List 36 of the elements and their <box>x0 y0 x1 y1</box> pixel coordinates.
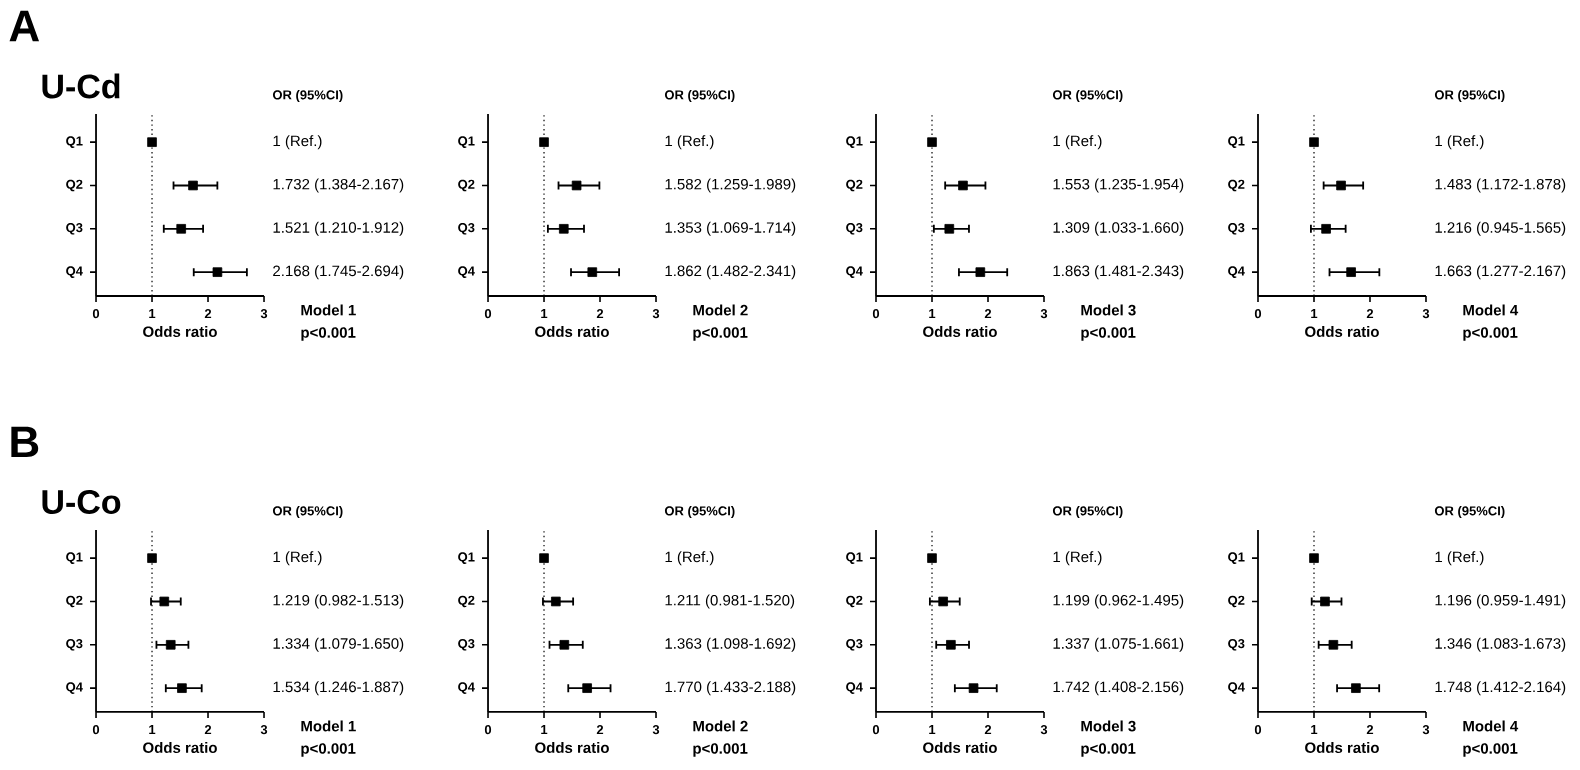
point <box>958 180 968 191</box>
point <box>927 137 937 147</box>
point <box>1351 683 1361 693</box>
point <box>587 267 598 277</box>
chart-title: B <box>11 426 39 458</box>
point <box>559 640 570 650</box>
point <box>968 683 979 693</box>
chart-title: A <box>9 10 40 42</box>
point <box>946 640 956 650</box>
point <box>927 553 937 563</box>
point <box>188 180 198 191</box>
point <box>159 596 170 607</box>
point <box>176 224 186 234</box>
point <box>1309 553 1319 563</box>
chart-subtitle: U-Co <box>42 489 121 515</box>
point <box>165 640 176 650</box>
point <box>177 683 187 693</box>
point <box>147 137 157 147</box>
point <box>1309 137 1319 147</box>
point <box>1328 640 1339 650</box>
point <box>1321 224 1331 234</box>
point <box>975 267 986 277</box>
point <box>1346 267 1356 277</box>
point <box>571 180 582 191</box>
point <box>551 596 561 607</box>
point <box>539 553 549 563</box>
point <box>539 137 549 147</box>
point <box>147 553 157 563</box>
point <box>212 267 223 277</box>
point <box>1320 596 1330 607</box>
point <box>582 683 592 693</box>
point <box>1336 180 1346 191</box>
point <box>944 224 955 234</box>
point <box>558 224 569 234</box>
point <box>938 596 948 607</box>
chart-subtitle: U-Cd <box>42 73 120 99</box>
